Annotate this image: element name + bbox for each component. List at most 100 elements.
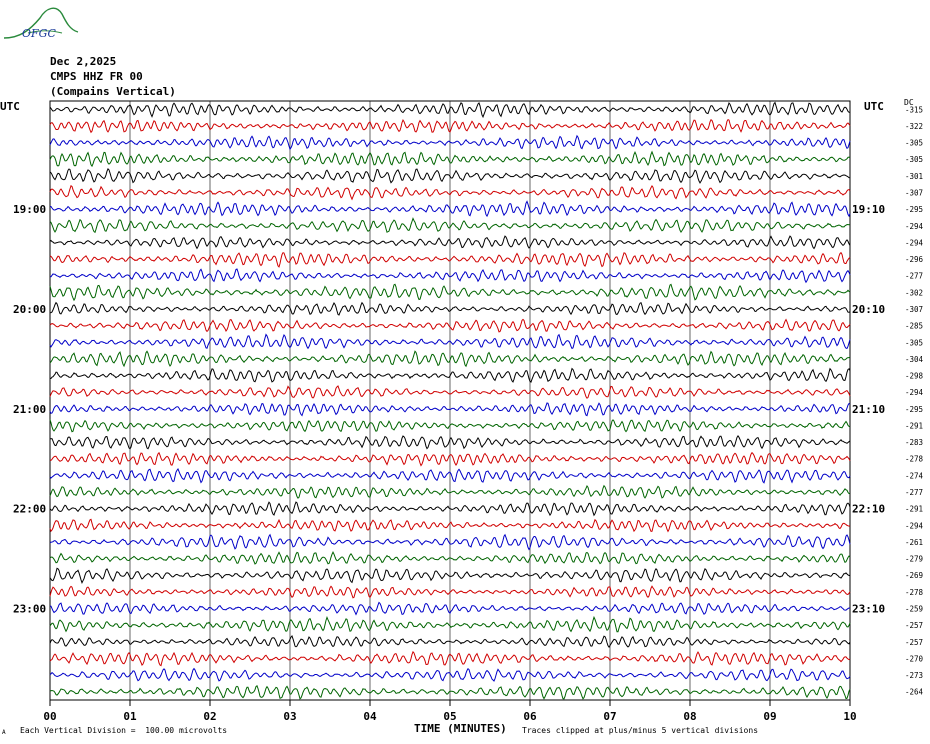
x-tick-label: 05 — [443, 710, 456, 723]
seismic-trace — [49, 567, 851, 584]
hour-label-right: 23:10 — [852, 602, 885, 615]
seismic-trace — [49, 118, 851, 134]
utc-label-left: UTC — [0, 100, 20, 113]
dc-offset-label: -257 — [905, 638, 923, 647]
dc-offset-label: -257 — [905, 621, 923, 630]
dc-offset-label: -305 — [905, 139, 923, 148]
seismic-trace — [50, 268, 851, 284]
clip-note: Traces clipped at plus/minus 5 vertical … — [522, 726, 759, 735]
dc-offset-label: -315 — [905, 105, 923, 114]
dc-offset-label: -294 — [905, 238, 924, 247]
ofgc-logo — [3, 7, 79, 39]
dc-offset-label: -277 — [905, 488, 923, 497]
seismic-trace — [49, 184, 851, 201]
dc-offset-label: -273 — [905, 671, 923, 680]
logo-swoosh-icon — [3, 7, 79, 39]
dc-offset-label: -261 — [905, 538, 923, 547]
dc-offset-label: -304 — [905, 355, 924, 364]
seismic-trace — [49, 684, 851, 700]
seismic-trace — [49, 518, 851, 533]
dc-offset-label: -285 — [905, 322, 923, 331]
seismic-trace — [49, 101, 850, 119]
seismic-trace — [49, 318, 851, 333]
seismic-trace — [49, 251, 851, 268]
x-tick-label: 04 — [363, 710, 377, 723]
hour-label-left: 21:00 — [13, 403, 46, 416]
dc-label: DC — [904, 98, 914, 107]
seismic-trace — [49, 484, 851, 499]
dc-offset-label: -291 — [905, 421, 923, 430]
seismic-trace — [49, 601, 850, 616]
seismic-trace — [49, 333, 851, 350]
hour-label-right: 19:10 — [852, 203, 885, 216]
dc-offset-label: -264 — [905, 688, 924, 697]
hour-label-left: 20:00 — [13, 303, 46, 316]
seismic-trace — [49, 168, 851, 184]
seismic-trace — [49, 217, 850, 234]
dc-offset-label: -294 — [905, 222, 924, 231]
seismic-trace — [49, 283, 851, 302]
x-tick-label: 03 — [283, 710, 296, 723]
seismic-trace — [49, 150, 851, 168]
dc-offset-label: -277 — [905, 272, 923, 281]
x-tick-label: 00 — [43, 710, 56, 723]
dc-offset-label: -294 — [905, 521, 924, 530]
dc-offset-label: -270 — [905, 654, 924, 663]
x-tick-label: 02 — [203, 710, 216, 723]
x-tick-label: 01 — [123, 710, 137, 723]
logo-text: OFGC — [22, 27, 56, 40]
dc-offset-label: -294 — [905, 388, 924, 397]
seismic-trace — [49, 667, 851, 682]
hour-label-left: 19:00 — [13, 203, 46, 216]
hour-label-right: 20:10 — [852, 303, 885, 316]
dc-offset-label: -305 — [905, 338, 923, 347]
dc-offset-label: -295 — [905, 205, 923, 214]
dc-offset-label: -296 — [905, 255, 924, 264]
seismic-trace — [49, 367, 851, 383]
seismic-trace — [49, 419, 851, 433]
seismic-trace — [49, 435, 851, 450]
component-label: (Compains Vertical) — [50, 85, 176, 98]
dc-offset-label: -278 — [905, 588, 924, 597]
seismic-trace — [49, 615, 851, 633]
seismic-trace — [49, 468, 851, 484]
x-axis-title: TIME (MINUTES) — [414, 722, 507, 735]
dc-offset-label: -307 — [905, 189, 923, 198]
seismic-trace — [49, 301, 851, 316]
scale-note: Each Vertical Division = 100.00 microvol… — [20, 726, 228, 735]
station-code: CMPS HHZ FR 00 — [50, 70, 143, 83]
utc-label-right: UTC — [864, 100, 884, 113]
dc-offset-label: -302 — [905, 288, 923, 297]
seismic-trace — [49, 551, 851, 565]
x-tick-label: 10 — [843, 710, 856, 723]
hour-label-left: 23:00 — [13, 602, 46, 615]
seismic-trace — [49, 200, 851, 218]
dc-offset-label: -301 — [905, 172, 923, 181]
seismic-trace — [49, 585, 851, 599]
hour-label-left: 22:00 — [13, 503, 46, 516]
seismic-trace — [49, 635, 851, 648]
hour-label-right: 21:10 — [852, 403, 885, 416]
seismic-trace — [49, 501, 851, 517]
dc-offset-label: -305 — [905, 155, 923, 164]
seismic-trace — [49, 385, 851, 399]
dc-offset-label: -278 — [905, 455, 924, 464]
seismic-trace — [49, 402, 851, 417]
record-date: Dec 2,2025 — [50, 55, 117, 68]
dc-offset-label: -279 — [905, 555, 923, 564]
dc-offset-label: -283 — [905, 438, 923, 447]
seismic-trace — [49, 235, 851, 250]
x-tick-label: 06 — [523, 710, 537, 723]
corner-mark: A — [2, 729, 6, 736]
x-tick-label: 07 — [603, 710, 616, 723]
seismic-trace — [49, 451, 851, 467]
dc-offset-label: -269 — [905, 571, 923, 580]
seismic-trace — [49, 650, 851, 667]
x-tick-label: 08 — [683, 710, 696, 723]
x-tick-label: 09 — [763, 710, 776, 723]
seismic-trace — [49, 350, 851, 368]
dc-offset-label: -307 — [905, 305, 923, 314]
dc-offset-label: -295 — [905, 405, 923, 414]
